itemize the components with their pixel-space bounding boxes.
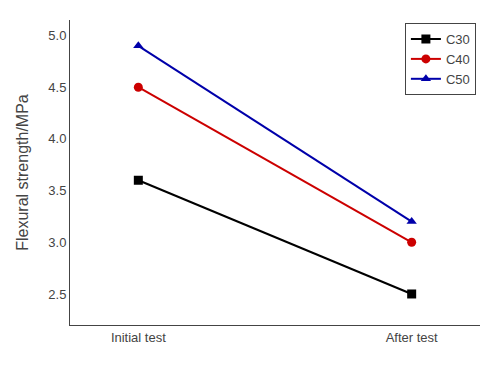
svg-text:4.5: 4.5 xyxy=(48,80,66,95)
svg-text:3.5: 3.5 xyxy=(48,183,66,198)
svg-text:C50: C50 xyxy=(446,72,470,87)
svg-text:After test: After test xyxy=(386,330,438,345)
svg-text:3.0: 3.0 xyxy=(48,235,66,250)
svg-text:4.0: 4.0 xyxy=(48,131,66,146)
svg-text:5.0: 5.0 xyxy=(48,28,66,43)
svg-text:Flexural strength/MPa: Flexural strength/MPa xyxy=(14,94,31,251)
svg-text:C30: C30 xyxy=(446,32,470,47)
svg-text:C40: C40 xyxy=(446,52,470,67)
svg-text:2.5: 2.5 xyxy=(48,287,66,302)
svg-text:Initial test: Initial test xyxy=(111,330,166,345)
